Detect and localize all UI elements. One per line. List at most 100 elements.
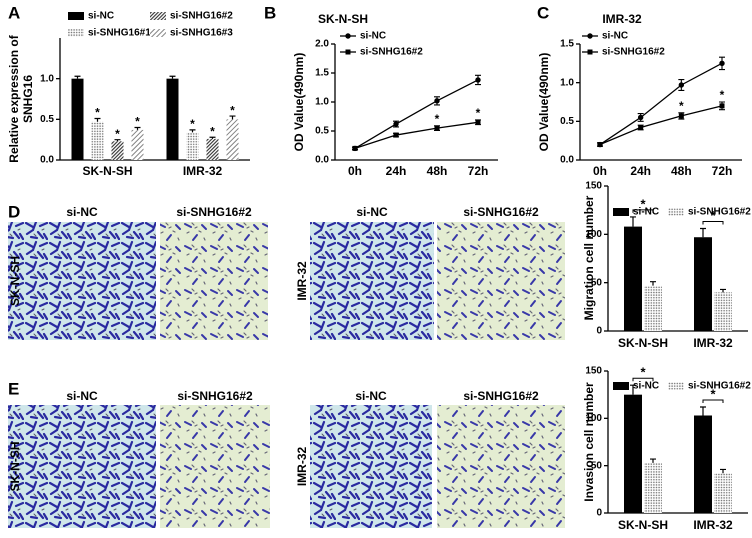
marker: [352, 145, 358, 151]
micrograph: [310, 222, 434, 340]
marker: [393, 132, 399, 138]
bar: [624, 226, 642, 331]
legend-label: si-SNHG16#2: [360, 47, 423, 58]
bracket: [702, 221, 724, 225]
x-tick-label: IMR-32: [693, 336, 733, 350]
y-tick-label: 50: [591, 277, 603, 288]
significance: *: [115, 127, 120, 141]
column-label: si-SNHG16#2: [463, 205, 539, 219]
bar: [694, 415, 712, 513]
column-label: si-NC: [356, 205, 388, 219]
y-tick-label: 0.5: [40, 114, 54, 125]
x-tick-label: 0h: [348, 164, 362, 178]
x-tick-label: 24h: [386, 164, 407, 178]
x-tick-label: 48h: [671, 164, 692, 178]
marker: [597, 142, 603, 148]
bracket: [632, 377, 654, 382]
marker: [638, 125, 644, 131]
marker: [637, 114, 644, 121]
legend-swatch: [613, 382, 629, 390]
y-axis-label: Migration cell number: [582, 195, 596, 320]
error-bar: [189, 129, 196, 133]
x-tick-label: 24h: [630, 164, 651, 178]
error-bar: [630, 216, 636, 227]
error-bar: [650, 458, 656, 463]
legend-label: si-SNHG16#2: [170, 11, 233, 22]
error-bar: [229, 115, 236, 120]
marker: [393, 121, 399, 127]
legend-swatch: [150, 12, 166, 20]
bar: [71, 78, 84, 160]
legend-label: si-NC: [88, 11, 114, 22]
x-tick-label: IMR-32: [693, 518, 733, 532]
column-label: si-NC: [66, 389, 98, 403]
bar: [644, 462, 662, 513]
series-line: [599, 105, 723, 146]
legend-label: si-SNHG16#2: [602, 47, 665, 58]
legend-marker: [345, 49, 351, 55]
marker: [678, 113, 684, 119]
micrograph: [310, 405, 432, 528]
chart-title: IMR-32: [602, 12, 642, 26]
y-tick-label: 2.0: [315, 39, 329, 50]
marker: [678, 82, 685, 88]
micrograph: [8, 405, 156, 528]
significance: *: [95, 106, 100, 120]
y-tick-label: 0: [596, 326, 602, 337]
row-label: IMR-32: [295, 447, 309, 487]
significance: *: [190, 117, 195, 131]
panel-letter: D: [8, 202, 20, 221]
x-tick-label: 72h: [712, 164, 733, 178]
micrograph: [8, 222, 156, 340]
x-tick-label: 0h: [593, 164, 607, 178]
legend-label: si-NC: [633, 207, 659, 218]
error-bar: [650, 281, 656, 286]
legend-label: si-NC: [360, 31, 386, 42]
y-tick-label: 100: [585, 229, 602, 240]
y-tick-label: 50: [591, 460, 603, 471]
y-tick-label: 1.5: [315, 68, 329, 79]
y-axis-label: Invasion cell number: [582, 382, 596, 502]
bar: [226, 119, 239, 160]
micrograph: [160, 405, 270, 528]
micrograph: [437, 405, 565, 528]
y-axis-label: Relative expression of: [7, 34, 21, 162]
error-bar: [700, 406, 706, 416]
column-label: si-NC: [355, 389, 387, 403]
y-tick-label: 1.0: [560, 77, 574, 88]
x-tick-label: IMR-32: [183, 164, 223, 178]
legend-swatch: [150, 29, 166, 37]
y-tick-label: 0.5: [315, 126, 329, 137]
marker: [719, 60, 725, 67]
column-label: si-SNHG16#2: [176, 205, 252, 219]
y-tick-label: 100: [585, 413, 602, 424]
marker: [475, 77, 481, 83]
significance: *: [720, 88, 725, 102]
bar: [186, 132, 199, 160]
bar: [694, 237, 712, 331]
y-tick-label: 1.0: [40, 73, 54, 84]
error-bar: [114, 139, 121, 142]
y-tick-label: 150: [585, 366, 602, 377]
x-tick-label: 72h: [468, 164, 489, 178]
legend-swatch: [668, 208, 684, 216]
series-line: [354, 121, 479, 150]
error-bar: [134, 126, 141, 130]
y-tick-label: 0.0: [40, 155, 54, 166]
legend-marker: [587, 49, 593, 55]
bar: [624, 394, 642, 513]
y-tick-label: 0.0: [560, 155, 574, 166]
marker: [434, 125, 440, 131]
y-axis-label: OD Value(490nm): [537, 53, 551, 152]
legend-label: si-SNHG16#2: [688, 207, 751, 218]
panel-letter: C: [537, 3, 549, 22]
y-tick-label: 0.0: [315, 155, 329, 166]
marker: [434, 98, 440, 104]
legend-marker: [345, 33, 351, 39]
significance: *: [640, 196, 646, 211]
marker: [719, 103, 725, 109]
bar: [91, 121, 104, 160]
bar: [111, 141, 124, 160]
legend-label: si-SNHG16#3: [170, 28, 233, 39]
